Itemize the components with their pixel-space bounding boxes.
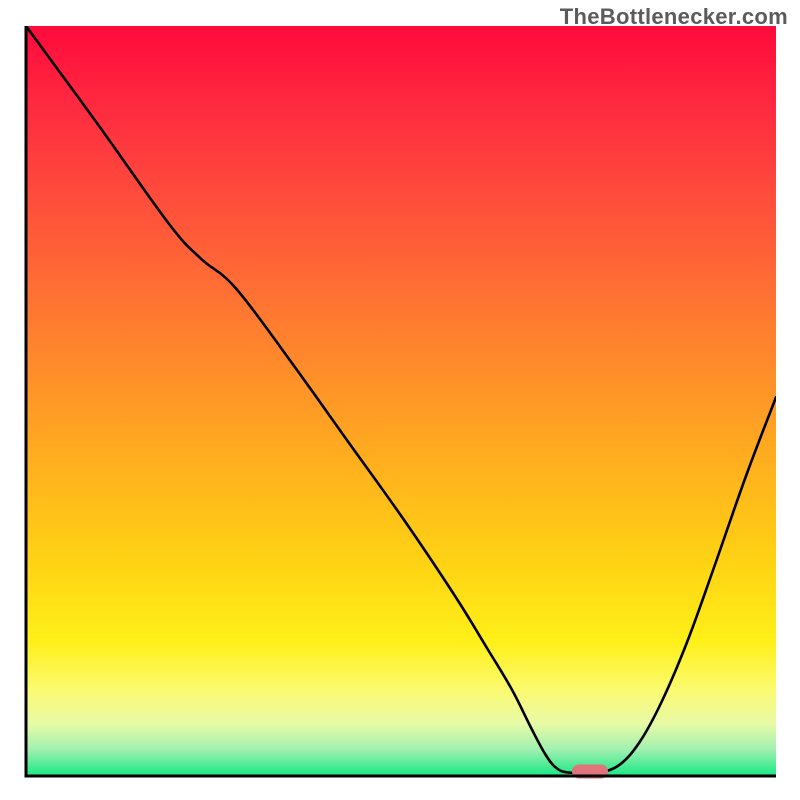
watermark-text: TheBottlenecker.com — [560, 4, 788, 30]
chart-svg — [0, 0, 800, 800]
chart-stage: TheBottlenecker.com — [0, 0, 800, 800]
plot-background-gradient — [26, 26, 776, 776]
